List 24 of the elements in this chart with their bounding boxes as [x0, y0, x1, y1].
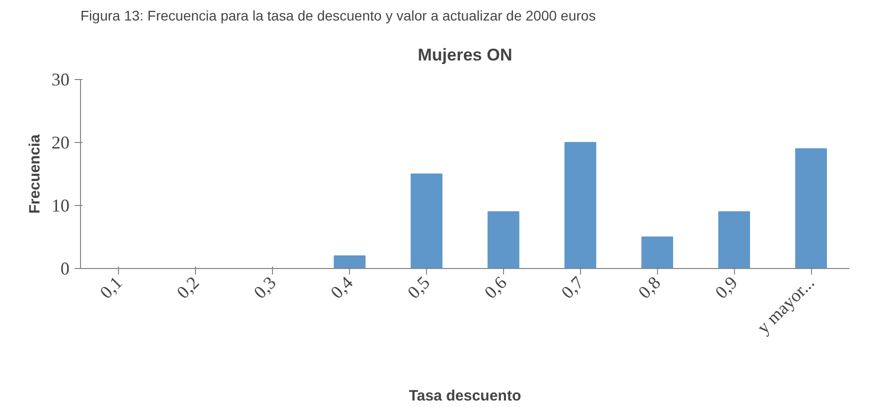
- x-tick-label: 0,3: [250, 272, 280, 302]
- bar: [488, 211, 520, 268]
- bar: [641, 236, 674, 268]
- y-tick-label: 0: [60, 258, 70, 278]
- y-tick-label: 30: [52, 70, 70, 90]
- x-tick-label: 0,8: [634, 272, 664, 302]
- bar: [718, 211, 750, 268]
- bar: [564, 142, 596, 268]
- x-tick-label: 0,4: [326, 272, 357, 302]
- x-tick-label: 0,2: [172, 272, 203, 302]
- x-tick-label: 0,9: [711, 272, 742, 302]
- x-tick-label: 0,7: [557, 272, 588, 302]
- x-axis-title: Tasa descuento: [408, 388, 522, 405]
- y-axis-title: Frecuencia: [26, 134, 44, 214]
- y-tick-label: 10: [52, 196, 70, 216]
- x-tick-label: 0,1: [96, 272, 126, 302]
- x-tick-label: 0,6: [480, 272, 511, 302]
- bar: [410, 174, 442, 268]
- bar: [334, 255, 366, 268]
- x-tick-label: 0,5: [404, 272, 434, 302]
- text: Figura 13: Frecuencia para la tasa de descuento y valor a actualizar de 2000 euros: [80, 8, 596, 24]
- y-tick-label: 20: [52, 132, 70, 152]
- chart-title: Mujeres ON: [418, 46, 512, 64]
- bar: [795, 148, 827, 268]
